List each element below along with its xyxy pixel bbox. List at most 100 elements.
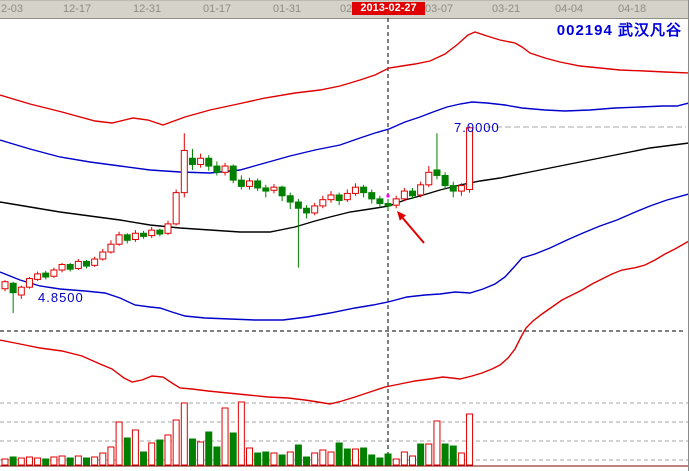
band-lower-red xyxy=(0,240,688,405)
candle-body xyxy=(148,229,156,237)
candle-body xyxy=(213,165,221,173)
candle-body xyxy=(351,186,359,194)
candle-body xyxy=(278,186,286,197)
candle-body xyxy=(115,234,123,245)
candle-body xyxy=(466,127,474,191)
date-tick-label: 03-07 xyxy=(425,3,454,15)
candle-body xyxy=(205,157,213,167)
volume-bar xyxy=(66,457,74,466)
volume-bar xyxy=(148,442,156,466)
volume-bar xyxy=(351,448,359,466)
candle-body xyxy=(221,165,229,173)
volume-bar xyxy=(1,458,9,466)
volume-bar xyxy=(335,442,343,466)
stock-title: 002194 武汉凡谷 xyxy=(556,22,682,39)
volume-bar xyxy=(246,447,253,466)
volume-bar xyxy=(58,455,66,466)
volume-bar xyxy=(83,457,90,466)
crosshair-marker-dot xyxy=(386,194,390,198)
volume-bar xyxy=(172,419,180,466)
volume-bar xyxy=(74,455,82,466)
candle-body xyxy=(441,174,449,187)
volume-bar xyxy=(376,457,384,466)
annotation-arrow-shaft xyxy=(400,215,425,244)
volume-bar xyxy=(417,443,425,466)
volume-bar xyxy=(25,456,33,466)
volume-bar xyxy=(466,413,474,466)
band-lower-blue xyxy=(0,193,688,321)
volume-bar xyxy=(319,449,327,466)
band-upper-blue xyxy=(0,101,688,174)
candle-body xyxy=(327,194,335,201)
volume-bar xyxy=(270,452,278,466)
volume-bar xyxy=(205,431,213,466)
candle-body xyxy=(433,169,441,176)
candle-body xyxy=(286,195,294,203)
volume-bar xyxy=(180,402,188,466)
volume-bar xyxy=(457,452,465,466)
date-axis-bar: 04-18 04-04 03-21 03-07 02- 01-31 01-17 12-31 12… xyxy=(0,0,688,19)
candle-body xyxy=(425,171,433,186)
volume-bar xyxy=(50,456,58,466)
volume-bar xyxy=(17,457,25,466)
volume-bar xyxy=(327,451,335,466)
date-tick-label: 04-04 xyxy=(555,3,584,15)
candle-body xyxy=(25,278,33,288)
volume-bar xyxy=(303,456,311,466)
candle-body xyxy=(311,205,319,214)
candle-body xyxy=(197,157,205,166)
annotation-arrow-head xyxy=(397,211,407,221)
volume-bar xyxy=(360,447,368,466)
volume-bar xyxy=(441,443,449,466)
volume-bar xyxy=(9,456,17,466)
candle-body xyxy=(123,234,131,241)
candle-body xyxy=(107,243,115,253)
candle-body xyxy=(384,203,392,207)
candle-body xyxy=(180,149,188,194)
volume-bar xyxy=(115,421,123,466)
volume-bar xyxy=(34,457,42,466)
candle-body xyxy=(58,264,66,271)
volume-bar xyxy=(343,448,351,466)
volume-bar xyxy=(188,438,196,466)
date-tick-label: 01-31 xyxy=(273,3,302,15)
volume-bar xyxy=(197,441,205,466)
candle-body xyxy=(188,157,196,166)
date-tick-label: 2-03 xyxy=(1,3,24,15)
candle-body xyxy=(417,184,425,196)
volume-bar xyxy=(368,454,376,466)
date-tick-label: 03-21 xyxy=(492,3,521,15)
date-tick-label: 02- xyxy=(340,3,356,15)
candle-body xyxy=(164,223,172,234)
volume-bar xyxy=(164,434,172,466)
candle-body xyxy=(74,260,82,269)
volume-bar xyxy=(392,458,400,466)
candle-body xyxy=(270,186,278,191)
volume-bar xyxy=(213,446,221,466)
volume-bar xyxy=(221,407,229,466)
volume-bar xyxy=(409,455,416,466)
volume-bar xyxy=(123,437,131,466)
volume-bar xyxy=(286,451,294,466)
candle-body xyxy=(303,207,311,214)
candle-body xyxy=(376,198,384,205)
candle-body xyxy=(50,269,58,277)
candle-body xyxy=(172,192,180,225)
volume-bar xyxy=(42,458,50,466)
date-tick-label: 12-31 xyxy=(133,3,162,15)
volume-bar xyxy=(237,401,245,466)
candle-body xyxy=(99,251,107,260)
volume-bar xyxy=(384,453,392,466)
candle-body xyxy=(237,179,245,187)
candle-body xyxy=(409,190,416,197)
price-label-upper: 7.0000 xyxy=(454,120,500,135)
selected-date-badge[interactable]: 2013-02-27 xyxy=(352,2,425,15)
band-upper-red xyxy=(0,31,688,126)
candle-body xyxy=(246,180,253,187)
volume-bar xyxy=(254,452,262,466)
candle-body xyxy=(400,190,408,200)
price-label-lower: 4.8500 xyxy=(38,290,84,305)
date-tick-label: 01-17 xyxy=(203,3,232,15)
candle-body xyxy=(17,286,25,296)
